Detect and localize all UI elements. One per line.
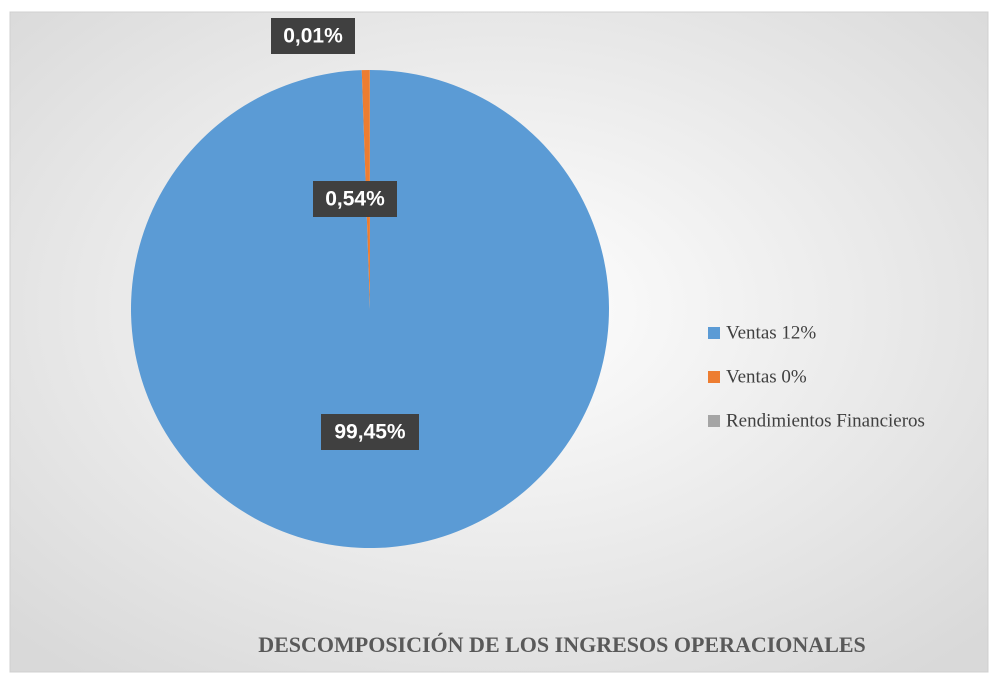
pie-slice (130, 70, 609, 548)
data-label-box (271, 18, 355, 54)
data-label: 0,01% (283, 25, 343, 48)
chart-title: DESCOMPOSICIÓN DE LOS INGRESOS OPERACION… (258, 632, 866, 657)
legend-label: Rendimientos Financieros (726, 410, 925, 431)
legend-label: Ventas 0% (726, 366, 807, 387)
data-label-box (321, 414, 419, 450)
legend-swatch (708, 371, 720, 383)
legend-swatch (708, 415, 720, 427)
legend-swatch (708, 327, 720, 339)
legend-label: Ventas 12% (726, 322, 816, 343)
data-label: 99,45% (334, 421, 406, 444)
data-label-box (313, 181, 397, 217)
data-label: 0,54% (325, 188, 385, 211)
